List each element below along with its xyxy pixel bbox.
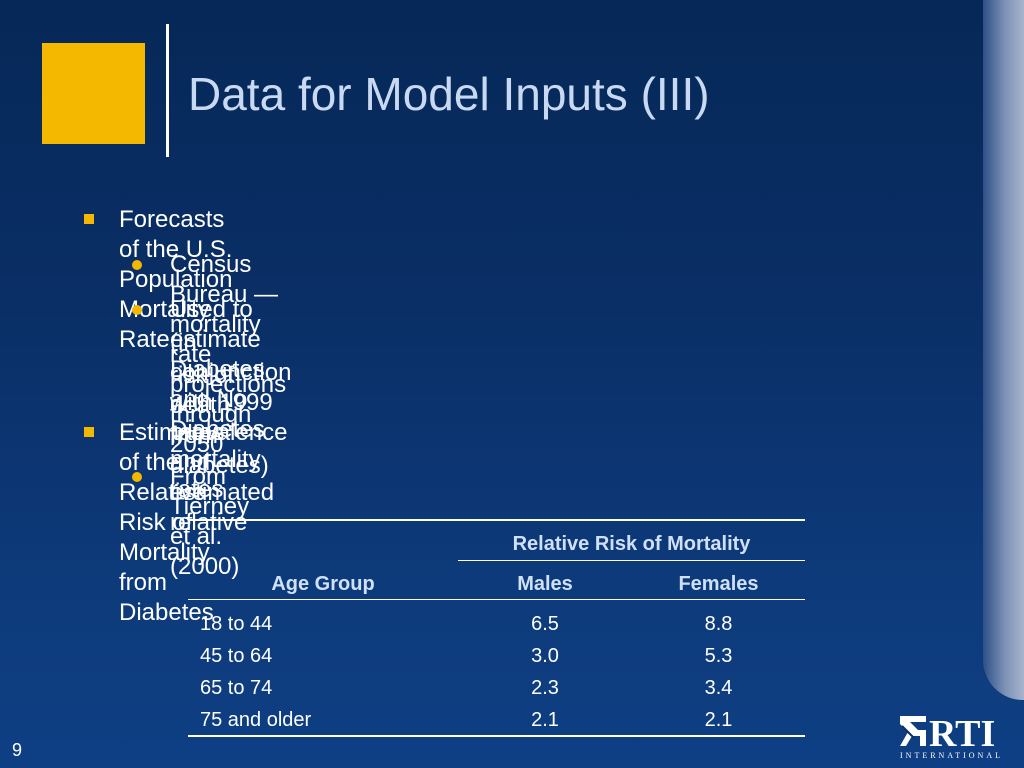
- females-cell: 5.3: [704, 644, 733, 667]
- age-group-cell: 75 and older: [200, 708, 312, 731]
- table-row: 65 to 74 2.3 3.4: [188, 672, 805, 704]
- sub-bullet-2-1: From Tierney et al. (2000): [170, 463, 250, 580]
- relative-risk-table: Relative Risk of Mortality Age Group Mal…: [188, 520, 805, 736]
- age-group-cell: 18 to 44: [200, 612, 273, 635]
- title-divider: [166, 24, 169, 157]
- column-header-males: Males: [517, 572, 573, 595]
- males-cell: 6.5: [531, 612, 559, 635]
- sub-bullet-1-1: Census Bureau — mortality rate projectio…: [170, 251, 287, 458]
- dot-bullet-icon: [132, 305, 142, 315]
- females-cell: 3.4: [704, 676, 733, 699]
- dot-bullet-icon: [132, 472, 142, 482]
- group-header-rule: [458, 560, 805, 561]
- table-row: 45 to 64 3.0 5.3: [188, 640, 805, 672]
- slide-title: Data for Model Inputs (III): [188, 68, 710, 120]
- table-top-rule: [188, 519, 805, 521]
- header-bottom-rule: [188, 599, 805, 600]
- dot-bullet-icon: [132, 260, 142, 270]
- females-cell: 2.1: [704, 708, 733, 731]
- logo-mark-icon: [900, 716, 926, 746]
- table-group-header-row: Relative Risk of Mortality: [188, 520, 805, 564]
- group-header: Relative Risk of Mortality: [512, 532, 751, 555]
- page-number: 9: [12, 740, 23, 760]
- age-group-cell: 45 to 64: [200, 644, 273, 667]
- rti-logo: RTI INTERNATIONAL: [900, 713, 1003, 760]
- column-header-females: Females: [678, 572, 759, 595]
- column-header-age-group: Age Group: [271, 572, 375, 595]
- table-header-row: Age Group Males Females: [188, 564, 805, 604]
- males-cell: 3.0: [531, 644, 559, 667]
- sub-bullet-1-2-line-3: risk of death from diabetes): [170, 362, 269, 479]
- females-cell: 8.8: [704, 612, 733, 635]
- accent-square: [42, 43, 145, 144]
- age-group-cell: 65 to 74: [200, 676, 273, 699]
- table-bottom-rule: [188, 735, 805, 737]
- males-cell: 2.1: [531, 708, 559, 731]
- males-cell: 2.3: [531, 676, 559, 699]
- square-bullet-icon: [84, 427, 94, 437]
- bullet-item-2: Estimates of the Relative Risk of Mortal…: [119, 419, 225, 626]
- logo-wordmark: RTI: [929, 713, 995, 755]
- sub-bullet-1-2-line-2: (in conjunction with 1999 prevalence and…: [170, 329, 292, 536]
- square-bullet-icon: [84, 214, 94, 224]
- side-decoration-strip: [983, 0, 1024, 700]
- logo-subtitle: INTERNATIONAL: [900, 751, 1003, 760]
- table-row: 18 to 44 6.5 8.8: [188, 604, 805, 640]
- table-row: 75 and older 2.1 2.1: [188, 704, 805, 736]
- bullet-item-1: Forecasts of the U.S. Population Mortali…: [119, 206, 233, 353]
- sub-bullet-1-2-line-1: Used to estimate Diabetes and No Diabete…: [170, 296, 265, 503]
